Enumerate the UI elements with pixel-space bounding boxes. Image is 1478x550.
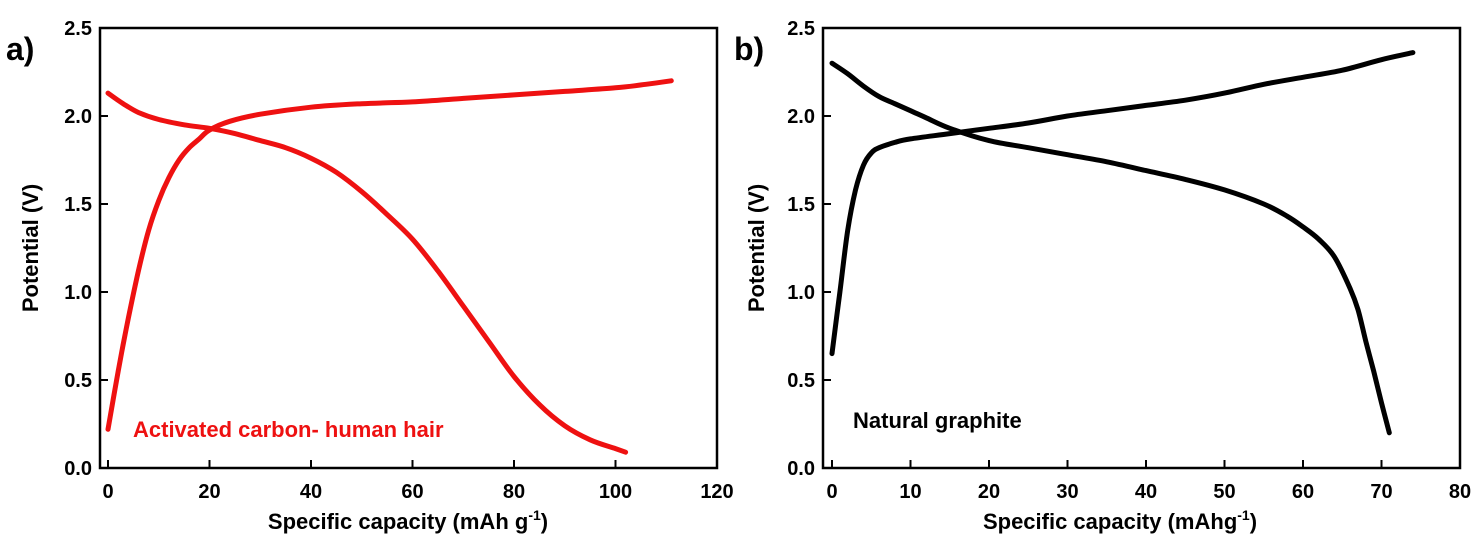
x-axis-title-main: Specific capacity (mAh g (268, 509, 528, 534)
x-axis-title: Specific capacity (mAhg-1) (983, 507, 1257, 534)
y-tick-label: 1.5 (64, 194, 92, 216)
panel-label: a) (6, 31, 34, 67)
y-tick-label: 0.0 (64, 458, 92, 480)
series-group (829, 50, 1416, 436)
x-axis-title-sup: -1 (528, 507, 541, 523)
series-line-2 (105, 90, 629, 455)
x-tick-label: 80 (503, 481, 525, 503)
x-axis-title-main: Specific capacity (mAhg (983, 509, 1237, 534)
series-annotation: Natural graphite (853, 408, 1022, 433)
x-axis-title: Specific capacity (mAh g-1) (268, 507, 548, 534)
x-tick-label: 120 (700, 481, 733, 503)
x-tick-label: 40 (1135, 481, 1157, 503)
y-axis: 0.0 0.5 1.0 1.5 2.0 2.5 (787, 18, 831, 480)
x-tick-label: 20 (198, 481, 220, 503)
series-line-1 (105, 78, 674, 432)
plot-frame (98, 26, 719, 470)
x-tick-label: 80 (1449, 481, 1471, 503)
y-tick-label: 1.0 (64, 282, 92, 304)
x-axis: 0 10 20 30 40 50 60 70 80 (826, 460, 1471, 503)
x-tick-label: 10 (899, 481, 921, 503)
x-tick-label: 30 (1056, 481, 1078, 503)
y-tick-label: 2.5 (787, 18, 815, 40)
series-annotation: Activated carbon- human hair (133, 417, 444, 442)
y-tick-label: 1.5 (787, 194, 815, 216)
y-axis-title: Potential (V) (18, 184, 43, 312)
y-tick-label: 0.0 (787, 458, 815, 480)
x-axis-title-end: ) (1250, 509, 1257, 534)
y-tick-label: 2.0 (787, 106, 815, 128)
y-axis-title: Potential (V) (744, 184, 769, 312)
series-group (105, 78, 674, 455)
x-tick-label: 0 (826, 481, 837, 503)
y-tick-label: 0.5 (64, 370, 92, 392)
x-tick-label: 40 (300, 481, 322, 503)
x-axis-title-sup: -1 (1237, 507, 1250, 523)
plot-frame (821, 26, 1462, 470)
x-axis-title-end: ) (541, 509, 548, 534)
x-tick-label: 0 (102, 481, 113, 503)
y-tick-label: 1.0 (787, 282, 815, 304)
y-axis: 0.0 0.5 1.0 1.5 2.0 2.5 (64, 18, 108, 480)
y-tick-label: 0.5 (787, 370, 815, 392)
panel-label: b) (734, 31, 764, 67)
chart-panel-b: b) 0.00.51.01.52.02.5 0 10 20 30 40 50 60 70 80 … (734, 18, 1471, 534)
y-tick-label: 2.0 (64, 106, 92, 128)
series-line-1 (829, 50, 1416, 357)
x-axis: 0 20 40 60 80 100 120 (102, 460, 734, 503)
x-tick-label: 50 (1213, 481, 1235, 503)
x-tick-label: 20 (978, 481, 1000, 503)
x-tick-label: 60 (1292, 481, 1314, 503)
x-tick-label: 100 (599, 481, 632, 503)
series-line-2 (829, 60, 1392, 436)
x-tick-label: 60 (401, 481, 423, 503)
chart-panel-a: a) 0.0 0.5 1.0 1.5 2.0 2.5 0 20 40 60 80 100 120 Ac… (6, 18, 734, 534)
y-tick-label: 2.5 (64, 18, 92, 40)
x-tick-label: 70 (1370, 481, 1392, 503)
